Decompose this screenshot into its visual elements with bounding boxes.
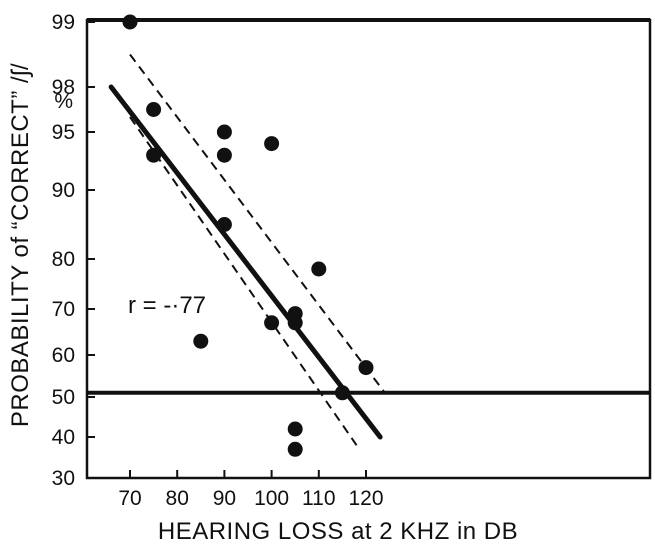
data-points (122, 14, 374, 457)
x-tick-label: 100 (254, 487, 289, 510)
y-tick-label: 30 (52, 467, 75, 490)
y-tick-label: 95 (52, 121, 75, 144)
y-tick-label: 80 (52, 248, 75, 271)
plot-border (85, 18, 652, 480)
data-point (334, 385, 350, 401)
y-axis: 99 98 95 90 80 70 60 50 40 30 (52, 11, 95, 490)
y-tick-label: 50 (52, 386, 75, 409)
data-point (358, 360, 374, 376)
x-tick-label: 80 (166, 487, 189, 510)
data-point (264, 315, 280, 331)
y-tick-label: 98 (52, 76, 75, 99)
regression-group (108, 53, 386, 446)
y-tick-label: 99 (52, 11, 75, 34)
x-tick-label: 120 (348, 487, 383, 510)
data-point (287, 315, 303, 331)
y-tick-label: 60 (52, 344, 75, 367)
x-tick-label: 90 (213, 487, 236, 510)
x-axis: 70 80 90 100 110 120 (118, 470, 384, 510)
regression-line (108, 84, 383, 440)
data-point (216, 147, 232, 163)
x-axis-title: HEARING LOSS at 2 KHZ in DB (158, 518, 518, 545)
data-point (122, 14, 138, 30)
x-tick-label: 110 (302, 487, 335, 510)
y-axis-title: PROBABILITY of “CORRECT” /ʃ/ (7, 63, 34, 427)
data-point (216, 217, 232, 232)
data-point (216, 124, 232, 140)
correlation-annotation: r = -·77 (128, 292, 206, 319)
y-tick-label: 70 (52, 298, 75, 321)
plot-frame (85, 18, 652, 480)
y-unit-label: % (54, 90, 73, 113)
data-point (193, 333, 209, 349)
data-point (146, 102, 162, 117)
confidence-band-upper (129, 53, 386, 394)
y-tick-label: 90 (52, 179, 75, 202)
data-point (264, 136, 280, 152)
y-tick-label: 40 (52, 426, 75, 449)
data-point (146, 147, 162, 163)
confidence-band-lower (129, 116, 358, 446)
x-tick-label: 70 (118, 487, 141, 510)
data-point (287, 441, 303, 457)
data-point (287, 421, 303, 437)
data-point (311, 261, 327, 277)
